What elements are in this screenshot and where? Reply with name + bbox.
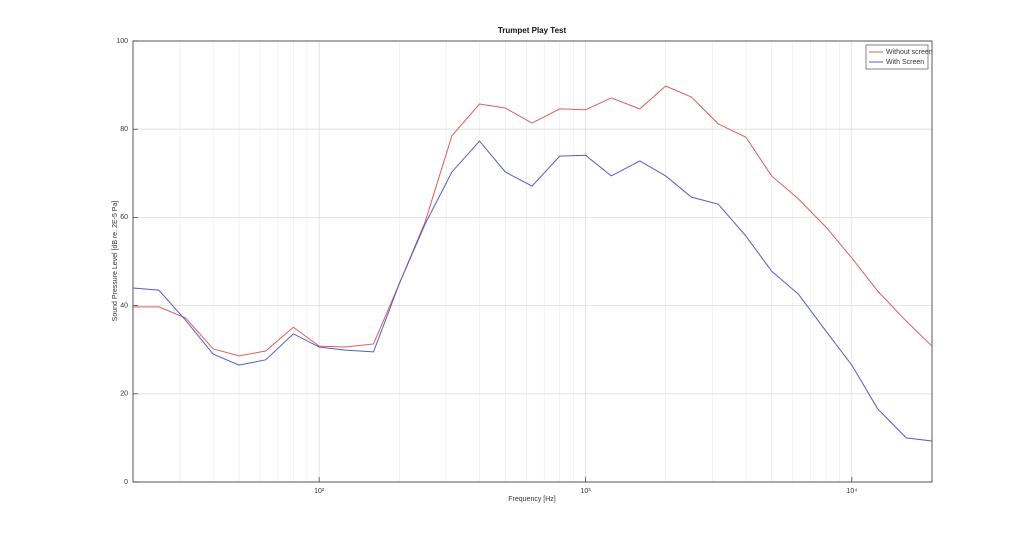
y-tick-label: 60 [120,214,128,221]
y-tick-label: 100 [116,38,128,45]
y-tick-label: 80 [120,126,128,133]
x-tick-label: 10³ [580,488,591,495]
x-tick-label: 10⁴ [846,488,857,495]
y-axis-label: Sound Pressure Level [dB re. 2E-5 Pa] [112,201,119,322]
series-line [132,140,933,442]
y-tick-label: 40 [120,302,128,309]
legend-box [865,44,929,70]
legend-label: Without screen [886,49,933,56]
legend-label: With Screen [886,59,924,66]
y-tick-label: 20 [120,391,128,398]
y-tick-label: 0 [124,479,128,486]
plot-frame [132,40,933,483]
series-line [133,85,933,357]
x-axis-label: Frequency [Hz] [508,496,556,503]
chart-title: Trumpet Play Test [498,26,567,35]
x-tick-label: 10² [314,488,325,495]
